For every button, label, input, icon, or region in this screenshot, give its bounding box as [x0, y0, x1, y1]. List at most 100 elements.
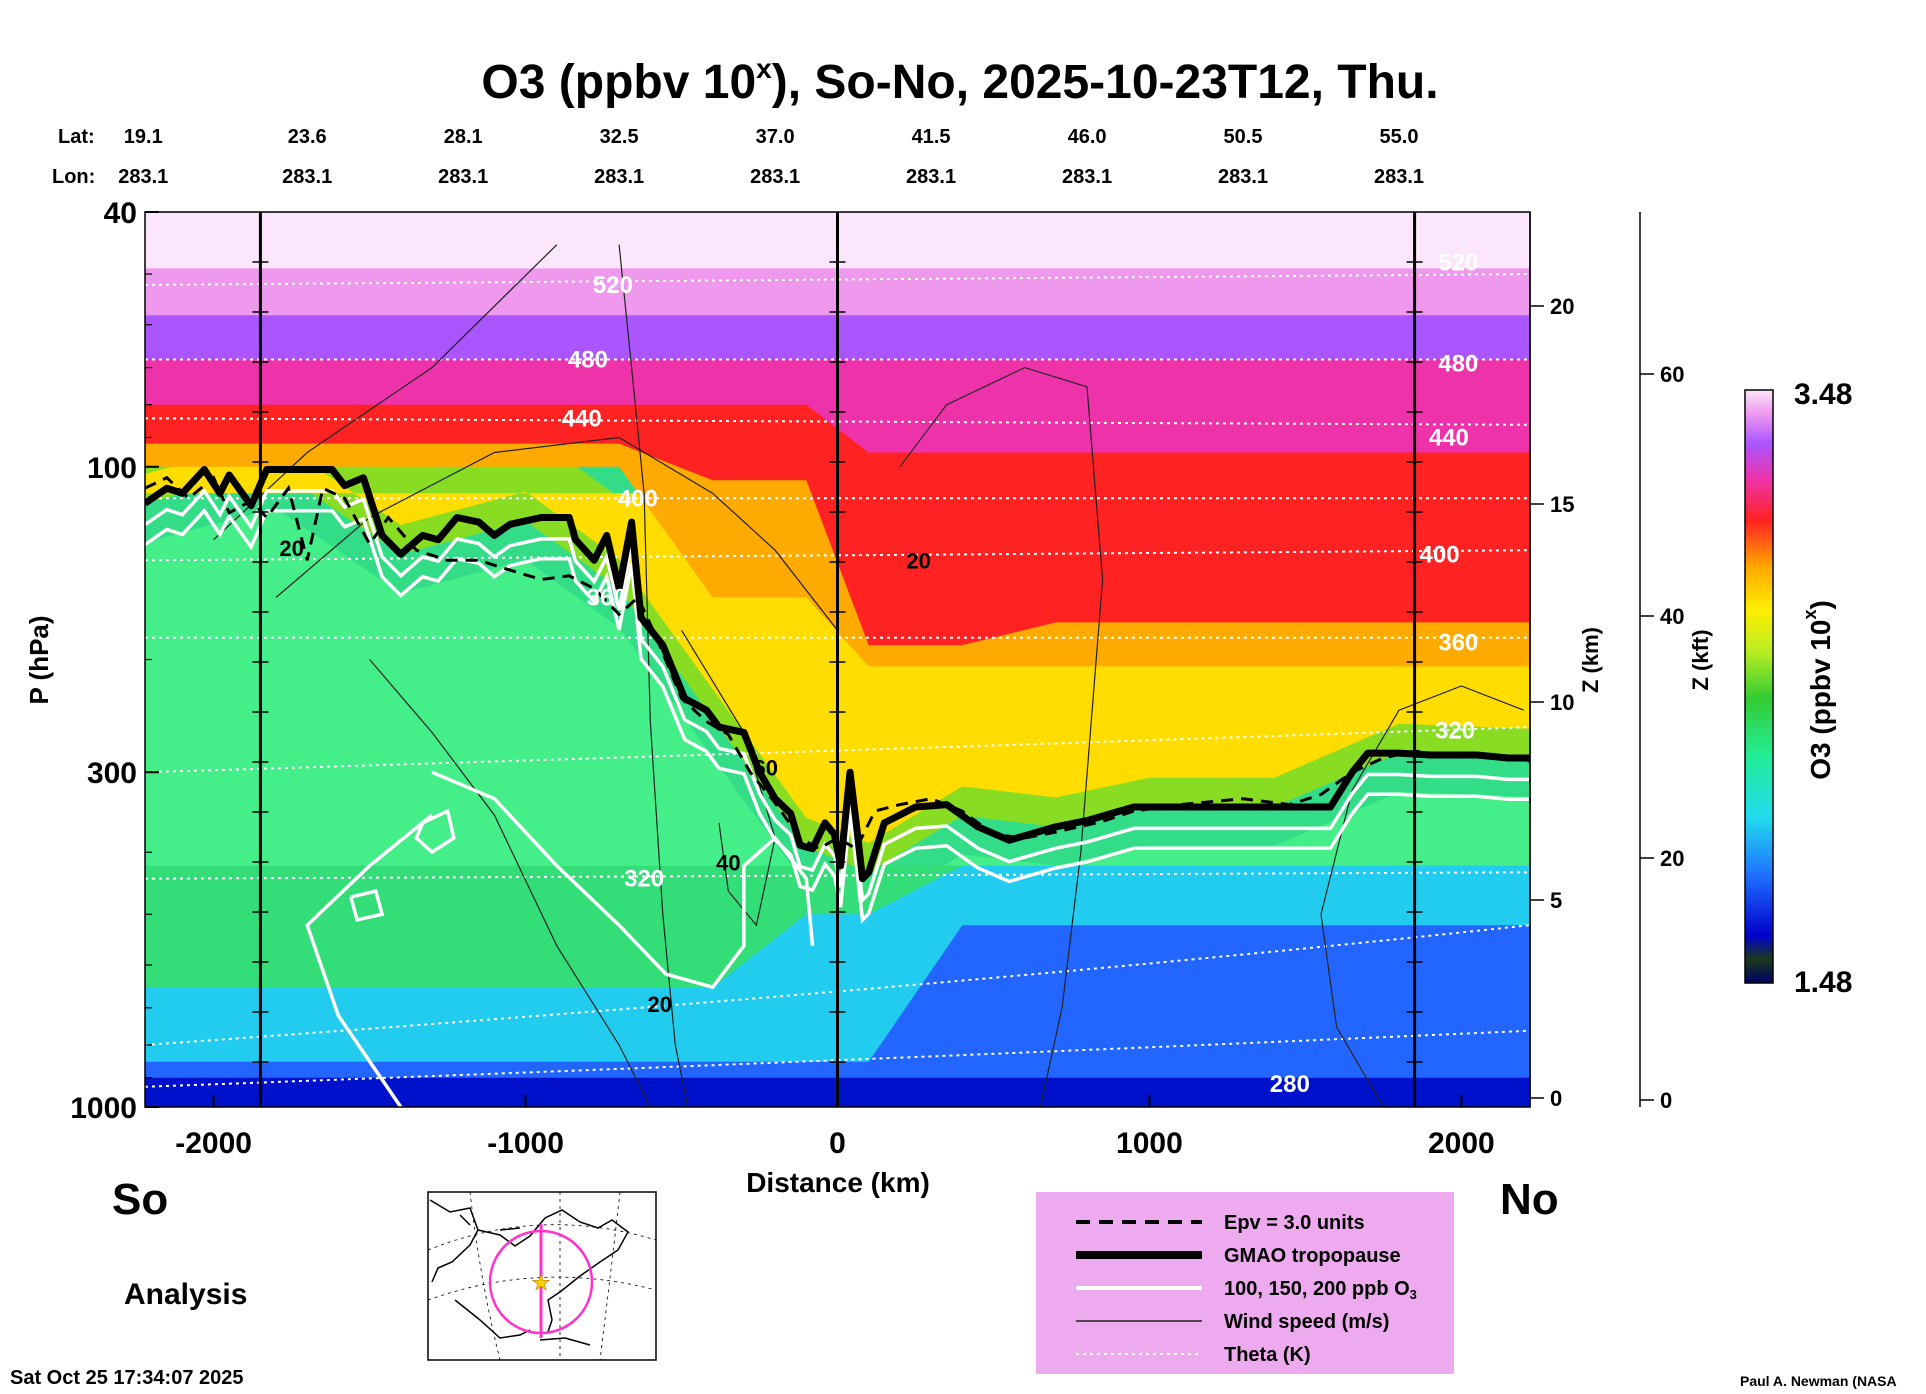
z-km-tick-label-4: 20: [1550, 294, 1574, 319]
y-axis-pressure: 40 100 300 1000: [70, 197, 159, 1125]
colorbar-min-label: 1.48: [1794, 966, 1852, 999]
x-tick-label-2: 0: [829, 1127, 846, 1160]
theta-label-8: 480: [1438, 351, 1478, 378]
theta-label-1: 480: [568, 347, 608, 374]
tropopause-line: [145, 466, 1530, 883]
wind-line-2: [618, 244, 689, 1107]
z-km-tick-label-1: 5: [1550, 888, 1562, 913]
station-lat-2: 28.1: [444, 126, 483, 148]
legend: Epv = 3.0 units GMAO tropopause 100, 150, …: [1036, 1192, 1454, 1374]
station-lon-6: 283.1: [1062, 166, 1112, 188]
wind-label-2: 60: [754, 756, 778, 781]
tropopause-lines: [145, 466, 1530, 883]
station-lat-4: 37.0: [756, 126, 795, 148]
north-label: No: [1500, 1175, 1559, 1224]
station-lat-6: 46.0: [1068, 126, 1107, 148]
o3-line-5: [349, 889, 385, 922]
station-labels: 19.1 283.1 23.6 283.1 28.1 283.1 32.5 283.1 37.0…: [118, 126, 1424, 188]
wind-line-3: [680, 629, 776, 927]
map-center-star: ★: [531, 1270, 551, 1295]
timestamp: Sat Oct 25 17:34:07 2025: [10, 1367, 244, 1389]
theta-label-9: 440: [1429, 424, 1469, 451]
station-lat-3: 32.5: [600, 126, 639, 148]
z-km-tick-label-3: 15: [1550, 492, 1574, 517]
station-lat-0: 19.1: [124, 126, 163, 148]
theta-label-3: 400: [618, 485, 658, 512]
south-label: So: [112, 1175, 168, 1224]
station-lon-1: 283.1: [282, 166, 332, 188]
o3-line-4: [414, 808, 456, 855]
theta-label-11: 360: [1438, 629, 1478, 656]
z-kft-axis-label: Z (kft): [1688, 629, 1713, 690]
x-tick-label-4: 2000: [1428, 1127, 1495, 1160]
z-km-tick-label-0: 0: [1550, 1086, 1562, 1111]
colorbar: [1744, 389, 1774, 984]
station-lon-3: 283.1: [594, 166, 644, 188]
station-lon-4: 283.1: [750, 166, 800, 188]
y-tick-label-0: 40: [104, 197, 137, 230]
inset-map: ★: [427, 1191, 657, 1361]
o3-line-3: [305, 813, 434, 1107]
theta-label-0: 520: [593, 272, 633, 299]
o3-line-1: [145, 507, 1530, 924]
y-axis-label: P (hPa): [24, 615, 54, 704]
legend-label-2: 100, 150, 200 ppb O3: [1224, 1278, 1417, 1302]
station-lat-7: 50.5: [1224, 126, 1263, 148]
station-lon-5: 283.1: [906, 166, 956, 188]
x-axis-label: Distance (km): [746, 1167, 930, 1198]
o3-line-2: [431, 770, 815, 990]
theta-line-6: [145, 726, 1530, 774]
station-lat-8: 55.0: [1380, 126, 1419, 148]
y-tick-label-3: 1000: [70, 1092, 137, 1125]
z-kft-tick-label-1: 20: [1660, 846, 1684, 871]
theta-label-12: 320: [1435, 717, 1475, 744]
theta-line-0: [145, 273, 1530, 286]
legend-label-0: Epv = 3.0 units: [1224, 1212, 1365, 1234]
legend-label-4: Theta (K): [1224, 1344, 1311, 1366]
station-lon-0: 283.1: [118, 166, 168, 188]
colorbar-label: O3 (ppbv 10x): [1800, 600, 1836, 780]
x-tick-label-1: -1000: [487, 1127, 564, 1160]
y-tick-label-2: 300: [87, 757, 137, 790]
theta-line-4: [145, 549, 1530, 562]
contour-labels: 520 480 440 400 360 320 280 520 480 440 400 360 320 2…: [279, 250, 1478, 1098]
station-lat-5: 41.5: [912, 126, 951, 148]
z-kft-axis: 0 20 40 60: [1639, 212, 1684, 1113]
theta-label-7: 520: [1438, 250, 1478, 277]
wind-line-4: [899, 366, 1104, 1107]
z-kft-tick-label-0: 0: [1660, 1088, 1672, 1113]
y-tick-label-1: 100: [87, 452, 137, 485]
theta-label-10: 400: [1420, 541, 1460, 568]
map-coastline: [429, 1199, 629, 1346]
station-lon-2: 283.1: [438, 166, 488, 188]
x-tick-label-0: -2000: [175, 1127, 252, 1160]
x-axis-distance: -2000 -1000 0 1000 2000: [175, 1095, 1495, 1160]
lon-row-label: Lon:: [52, 166, 95, 188]
wind-label-4: 20: [647, 992, 671, 1017]
analysis-label: Analysis: [124, 1278, 247, 1311]
station-lon-7: 283.1: [1218, 166, 1268, 188]
z-km-axis: 0 5 10 15 20: [1529, 212, 1574, 1111]
legend-label-3: Wind speed (m/s): [1224, 1311, 1389, 1333]
legend-label-1: GMAO tropopause: [1224, 1245, 1401, 1267]
band-lower-blue: [145, 925, 1530, 1107]
wind-line-5: [1320, 685, 1525, 1107]
theta-label-5: 320: [624, 866, 664, 893]
theta-label-6: 280: [1270, 1071, 1310, 1098]
wind-label-1: 20: [906, 548, 930, 573]
theta-line-2: [145, 417, 1530, 426]
z-km-tick-label-2: 10: [1550, 690, 1574, 715]
z-km-axis-label: Z (km): [1578, 627, 1603, 693]
station-markers: [252, 212, 1423, 1107]
theta-label-4: 360: [587, 584, 627, 611]
lat-row-label: Lat:: [58, 126, 95, 148]
x-tick-label-3: 1000: [1116, 1127, 1183, 1160]
wind-label-0: 20: [279, 536, 303, 561]
station-lat-1: 23.6: [288, 126, 327, 148]
station-lon-8: 283.1: [1374, 166, 1424, 188]
wind-label-3: 40: [716, 850, 740, 875]
z-kft-tick-label-2: 40: [1660, 604, 1684, 629]
epv-line: [145, 475, 1530, 851]
map-graticule: [428, 1192, 656, 1360]
